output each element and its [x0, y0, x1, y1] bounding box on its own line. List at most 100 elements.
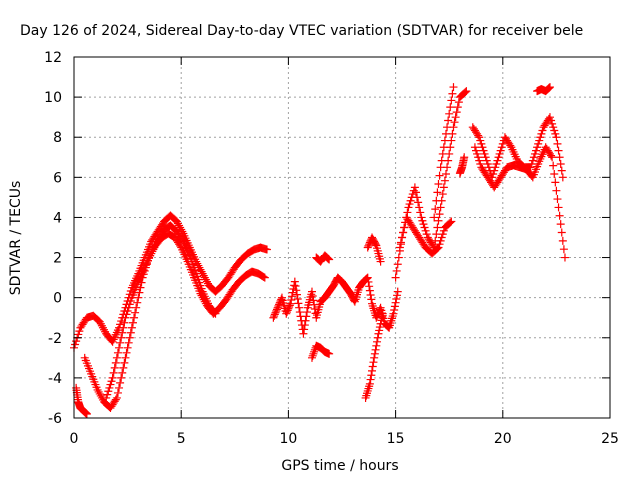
data-point — [384, 323, 393, 332]
y-tick-label: -6 — [48, 411, 62, 427]
data-point — [197, 267, 206, 276]
x-tick-label: 15 — [387, 431, 405, 447]
data-point — [308, 351, 317, 360]
data-point — [419, 220, 428, 229]
data-point — [112, 393, 121, 402]
data-point — [290, 281, 299, 290]
data-point — [366, 375, 375, 384]
data-point — [95, 389, 104, 398]
y-tick-label: 10 — [44, 90, 62, 106]
data-point — [376, 319, 385, 328]
data-point — [373, 310, 382, 319]
data-point — [435, 171, 444, 180]
data-point — [310, 347, 319, 356]
data-point — [123, 307, 132, 316]
data-point — [273, 303, 282, 312]
data-point — [454, 98, 463, 107]
data-point — [372, 313, 381, 322]
data-point — [378, 309, 387, 318]
data-point — [374, 329, 383, 338]
data-point — [290, 277, 299, 286]
data-point — [535, 136, 544, 145]
data-point — [202, 277, 211, 286]
series-track-f — [307, 341, 334, 362]
data-point — [549, 161, 558, 170]
data-point — [172, 217, 181, 226]
x-tick-label: 25 — [601, 431, 619, 447]
data-point — [431, 205, 440, 214]
data-point — [105, 383, 114, 392]
data-point — [370, 349, 379, 358]
data-point — [405, 200, 414, 209]
data-point — [126, 297, 135, 306]
series-track-p — [533, 83, 554, 96]
data-point — [482, 156, 491, 165]
data-point — [96, 319, 105, 328]
data-point — [294, 299, 303, 308]
data-point — [554, 203, 563, 212]
data-point — [483, 159, 492, 168]
data-point — [534, 139, 543, 148]
data-point — [493, 156, 502, 165]
data-point — [308, 291, 317, 300]
data-point — [413, 193, 422, 202]
data-point — [422, 230, 431, 239]
data-point — [269, 313, 278, 322]
data-point — [131, 308, 140, 317]
data-point — [260, 273, 269, 282]
data-point — [545, 83, 554, 92]
data-point — [438, 190, 447, 199]
data-point — [554, 146, 563, 155]
data-point — [558, 173, 567, 182]
data-point — [545, 113, 554, 122]
data-point — [106, 380, 115, 389]
data-point — [97, 321, 106, 330]
data-point — [392, 266, 401, 275]
data-point — [309, 296, 318, 305]
data-point — [200, 273, 209, 282]
data-point — [404, 203, 413, 212]
data-point — [325, 349, 334, 358]
data-point — [391, 273, 400, 282]
data-point — [548, 119, 557, 128]
data-point — [410, 183, 419, 192]
data-point — [116, 378, 125, 387]
data-point — [433, 223, 442, 232]
data-point — [439, 143, 448, 152]
data-point — [544, 84, 553, 93]
data-point — [282, 309, 291, 318]
data-point — [421, 226, 430, 235]
data-point — [550, 126, 559, 135]
data-point — [481, 153, 490, 162]
data-point — [293, 295, 302, 304]
data-point — [283, 306, 292, 315]
x-tick-label: 10 — [279, 431, 297, 447]
data-point — [272, 307, 281, 316]
data-point — [363, 243, 372, 252]
x-tick-label: 20 — [494, 431, 512, 447]
data-point — [302, 312, 311, 321]
data-point — [375, 326, 384, 335]
data-point — [120, 358, 129, 367]
data-point — [392, 295, 401, 304]
data-point — [363, 274, 372, 283]
data-point — [406, 196, 415, 205]
y-tick-label: 12 — [44, 50, 62, 66]
data-point — [107, 377, 116, 386]
data-point — [491, 163, 500, 172]
data-point — [375, 323, 384, 332]
data-point — [287, 292, 296, 301]
data-point — [460, 153, 469, 162]
data-point — [418, 216, 427, 225]
data-point — [556, 159, 565, 168]
data-point — [550, 169, 559, 178]
data-point — [394, 253, 403, 262]
data-point — [173, 219, 182, 228]
data-point — [403, 208, 412, 217]
data-point — [451, 113, 460, 122]
data-point — [300, 325, 309, 334]
data-point — [536, 133, 545, 142]
data-point — [371, 240, 380, 249]
data-point — [372, 341, 381, 350]
